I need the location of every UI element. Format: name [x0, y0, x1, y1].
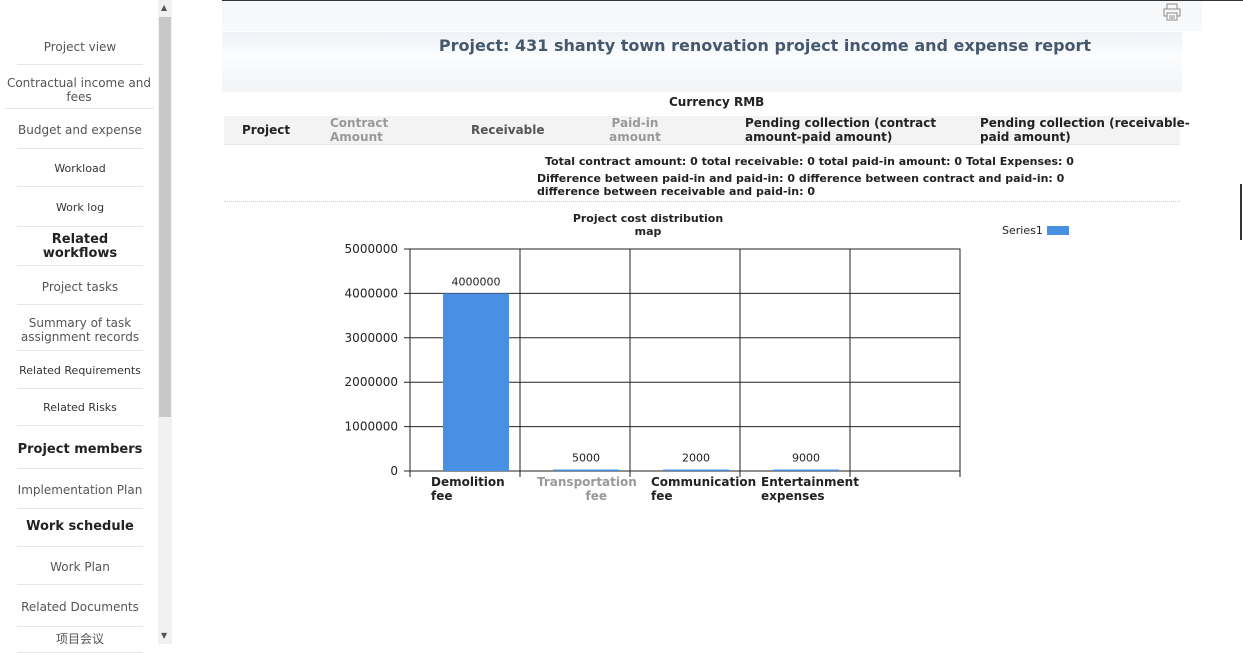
x-tick-label: expenses: [761, 489, 825, 503]
sidebar-item-implementation-plan[interactable]: Implementation Plan: [17, 472, 143, 509]
chart-legend: Series1: [1002, 224, 1069, 237]
currency-label: Currency RMB: [669, 95, 765, 109]
column-header-pending-contract: Pending collection (contract amount-paid…: [745, 116, 937, 144]
sidebar-item-label: Work schedule: [26, 519, 134, 534]
sidebar-item-label: Related workflows: [42, 232, 118, 261]
sidebar-item-contractual-income[interactable]: Contractual income and fees: [4, 72, 154, 109]
legend-label: Series1: [1002, 224, 1043, 237]
data-label: 4000000: [452, 275, 501, 288]
sidebar-item-project-meeting[interactable]: 项目会议: [17, 632, 143, 653]
column-header-receivable: Receivable: [471, 123, 545, 137]
column-header-paid-in: Paid-in amount: [609, 116, 661, 144]
y-tick-label: 5000000: [345, 242, 398, 256]
sidebar-item-related-workflows[interactable]: Related workflows: [17, 229, 143, 266]
sidebar-item-label: Project members: [17, 442, 143, 457]
column-header-contract-amount: Contract Amount: [330, 116, 389, 144]
scroll-up-icon[interactable]: ▲: [161, 3, 168, 12]
table-header: Project Contract Amount Receivable Paid-…: [224, 116, 1190, 145]
column-header-pending-receivable: Pending collection (receivable-paid amou…: [980, 116, 1190, 144]
sidebar-item-related-documents[interactable]: Related Documents: [17, 588, 143, 627]
sidebar-item-label: Summary of task assignment records: [20, 316, 140, 344]
scroll-thumb[interactable]: [159, 17, 171, 417]
sidebar-item-label: Contractual income and fees: [6, 76, 152, 104]
x-tick-label: Communication: [651, 475, 756, 489]
sidebar-item-label: Related Requirements: [19, 364, 141, 377]
sidebar-item-label: Work log: [55, 201, 105, 214]
edge-line: [1240, 184, 1242, 240]
sidebar-item-label: 项目会议: [55, 632, 104, 646]
sidebar-item-work-plan[interactable]: Work Plan: [17, 550, 143, 585]
data-label: 2000: [682, 452, 710, 465]
bar: [443, 293, 509, 471]
sidebar-item-related-requirements[interactable]: Related Requirements: [17, 354, 143, 389]
summary-totals: Total contract amount: 0 total receivabl…: [545, 155, 1074, 168]
sidebar-item-project-members[interactable]: Project members: [17, 432, 143, 469]
x-tick-label: fee: [586, 489, 608, 503]
sidebar-item-label: Budget and expense: [18, 123, 142, 137]
page-title: Project: 431 shanty town renovation proj…: [438, 36, 1092, 55]
legend-swatch: [1046, 226, 1069, 235]
sidebar-item-project-tasks[interactable]: Project tasks: [17, 270, 143, 305]
printer-icon[interactable]: [1162, 3, 1182, 21]
x-tick-label: fee: [651, 489, 673, 503]
top-border: [222, 0, 1243, 1]
bar: [773, 469, 839, 471]
y-tick-label: 0: [390, 464, 398, 478]
sidebar-item-label: Work Plan: [50, 560, 110, 574]
sidebar-item-workload[interactable]: Workload: [17, 152, 143, 187]
x-tick-label: Entertainment: [761, 475, 859, 489]
x-tick-label: Demolition: [431, 475, 505, 489]
sidebar-item-label: Related Risks: [43, 401, 117, 414]
sidebar: Project view Contractual income and fees…: [0, 0, 158, 653]
sidebar-item-related-risks[interactable]: Related Risks: [17, 391, 143, 426]
header-band: [222, 1, 1202, 31]
title-band: [222, 32, 1182, 92]
y-tick-label: 4000000: [345, 286, 398, 300]
data-label: 5000: [572, 452, 600, 465]
y-tick-label: 2000000: [345, 375, 398, 389]
sidebar-item-project-view[interactable]: Project view: [17, 30, 143, 65]
sidebar-item-label: Workload: [54, 162, 106, 175]
bar-chart: 0 1000000 2000000 3000000 4000000 5000000 4000…: [345, 242, 961, 503]
sidebar-item-budget-expense[interactable]: Budget and expense: [17, 112, 143, 149]
sidebar-item-task-summary[interactable]: Summary of task assignment records: [17, 310, 143, 351]
sidebar-item-label: Project view: [43, 40, 117, 54]
sidebar-item-label: Project tasks: [41, 280, 119, 294]
sidebar-item-work-schedule[interactable]: Work schedule: [17, 508, 143, 547]
bar: [663, 469, 729, 471]
sidebar-scrollbar[interactable]: ▲ ▼: [158, 0, 172, 644]
y-tick-label: 3000000: [345, 331, 398, 345]
x-tick-label: fee: [431, 489, 453, 503]
summary-differences: Difference between paid-in and paid-in: …: [537, 172, 1065, 198]
chart-title: Project cost distribution map: [572, 212, 724, 238]
sidebar-item-work-log[interactable]: Work log: [17, 190, 143, 227]
sidebar-item-label: Implementation Plan: [17, 483, 143, 497]
data-label: 9000: [792, 452, 820, 465]
x-tick-label: Transportation: [537, 475, 637, 489]
sidebar-item-label: Related Documents: [21, 600, 139, 614]
scroll-down-icon[interactable]: ▼: [161, 631, 168, 640]
y-tick-label: 1000000: [345, 420, 398, 434]
divider: [224, 201, 1180, 202]
column-header-project: Project: [242, 123, 291, 137]
bar: [553, 469, 619, 471]
